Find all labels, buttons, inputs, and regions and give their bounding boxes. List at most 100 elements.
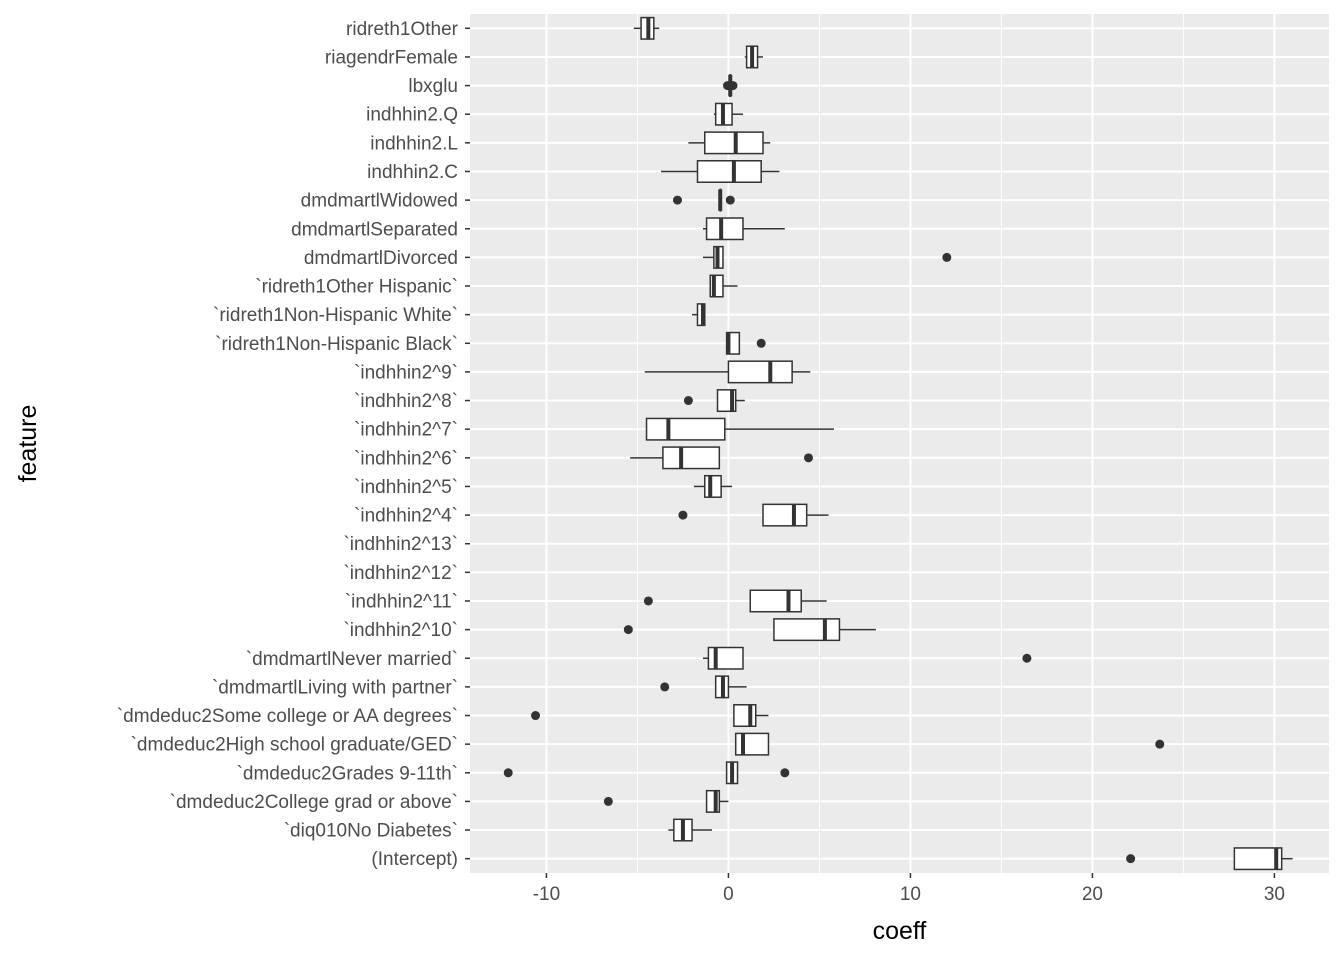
outlier-point [678, 510, 688, 520]
box-rect [696, 159, 762, 183]
x-axis: -10 0 10 20 30 [533, 873, 1285, 905]
y-tick-label: `indhhin2^12` [343, 563, 458, 584]
box-9 [709, 274, 738, 298]
box-15 [630, 446, 814, 470]
box-17 [678, 503, 829, 527]
y-tick-label: `diq010No Diabetes` [284, 821, 458, 842]
y-tick-label: `indhhin2^4` [354, 506, 458, 527]
y-tick-label: `indhhin2^7` [354, 420, 458, 441]
outlier-point [780, 768, 790, 778]
box-23 [660, 675, 747, 699]
outlier-point [623, 625, 633, 635]
box-rect [727, 360, 793, 384]
y-tick-label: indhhin2.L [370, 133, 458, 154]
y-tick-label: lbxglu [408, 76, 458, 97]
y-tick-label: `ridreth1Other Hispanic` [255, 277, 458, 298]
outlier-point [804, 453, 814, 463]
grid-minor [636, 14, 1184, 873]
box-16 [693, 474, 733, 498]
y-tick-label: riagendrFemale [325, 47, 458, 68]
box-14 [645, 417, 834, 441]
box-22 [702, 646, 1032, 670]
box-1 [744, 45, 764, 69]
x-tick-label: 0 [723, 884, 734, 905]
box-28 [668, 818, 713, 842]
y-tick-label: `indhhin2^13` [343, 534, 458, 555]
outlier-point [660, 682, 670, 692]
x-tick-label: 30 [1264, 884, 1285, 905]
outlier-point [1155, 739, 1165, 749]
y-axis: ridreth1Other riagendrFemale lbxglu indhhin… [117, 19, 470, 870]
box-5 [661, 159, 780, 183]
box-24 [531, 704, 769, 728]
y-tick-label: dmdmartlDivorced [304, 248, 458, 269]
y-tick-label: `indhhin2^9` [354, 362, 458, 383]
box-rect [662, 446, 721, 470]
y-tick-label: dmdmartlWidowed [301, 191, 458, 212]
x-tick-label: 20 [1082, 884, 1103, 905]
box-20 [643, 589, 827, 613]
y-tick-label: `ridreth1Non-Hispanic White` [213, 305, 458, 326]
box-rect [773, 618, 841, 642]
box-rect [762, 503, 808, 527]
y-tick-label: `indhhin2^10` [343, 620, 458, 641]
box-12 [644, 360, 811, 384]
box-0 [633, 16, 660, 40]
y-tick-label: `dmdeduc2High school graduate/GED` [131, 735, 458, 756]
y-tick-label: `dmdmartlLiving with partner` [212, 677, 458, 698]
box-29 [1126, 847, 1293, 871]
box-11 [725, 331, 766, 355]
outlier-point [603, 796, 613, 806]
box-rect [705, 217, 744, 241]
y-tick-label: `dmdeduc2Some college or AA degrees` [117, 706, 458, 727]
y-tick-label: `dmdeduc2College grad or above` [170, 792, 458, 813]
box-26 [503, 761, 790, 785]
boxes [503, 16, 1293, 871]
y-tick-label: (Intercept) [371, 849, 458, 870]
x-axis-title: coeff [873, 917, 927, 945]
box-2 [723, 74, 738, 98]
box-6 [672, 188, 735, 212]
box-4 [688, 131, 771, 155]
outlier-point [643, 596, 653, 606]
box-rect [749, 589, 802, 613]
outlier-point [728, 81, 738, 91]
box-rect [707, 646, 744, 670]
y-tick-label: indhhin2.C [367, 162, 458, 183]
box-rect [733, 704, 757, 728]
y-axis-title: feature [14, 405, 42, 483]
outlier-point [725, 195, 735, 205]
box-13 [683, 389, 745, 413]
box-7 [702, 217, 785, 241]
box-3 [713, 102, 743, 126]
box-rect [1233, 847, 1283, 871]
box-rect [704, 474, 722, 498]
box-rect [645, 417, 726, 441]
grid-major [470, 14, 1329, 873]
y-tick-label: `ridreth1Non-Hispanic Black` [215, 334, 458, 355]
outlier-point [683, 396, 693, 406]
y-tick-label: `indhhin2^11` [345, 591, 458, 612]
outlier-point [1022, 653, 1032, 663]
outlier-point [672, 195, 682, 205]
y-tick-label: `indhhin2^5` [354, 477, 458, 498]
x-tick-label: 10 [900, 884, 921, 905]
box-8 [702, 245, 952, 269]
y-tick-label: `indhhin2^8` [354, 391, 458, 412]
y-tick-label: `dmdmartlNever married` [246, 649, 458, 670]
outlier-point [503, 768, 513, 778]
plot-panel [470, 14, 1329, 873]
box-10 [692, 303, 706, 327]
y-tick-label: `dmdeduc2Grades 9-11th` [237, 763, 458, 784]
y-tick-label: dmdmartlSeparated [291, 219, 458, 240]
box-27 [603, 789, 729, 813]
outlier-point [531, 711, 541, 721]
x-tick-label: -10 [533, 884, 560, 905]
box-21 [623, 618, 876, 642]
y-tick-label: ridreth1Other [346, 19, 459, 40]
outlier-point [942, 252, 952, 262]
outlier-point [1126, 854, 1136, 864]
y-tick-label: `indhhin2^6` [354, 448, 458, 469]
y-tick-label: indhhin2.Q [366, 105, 458, 126]
